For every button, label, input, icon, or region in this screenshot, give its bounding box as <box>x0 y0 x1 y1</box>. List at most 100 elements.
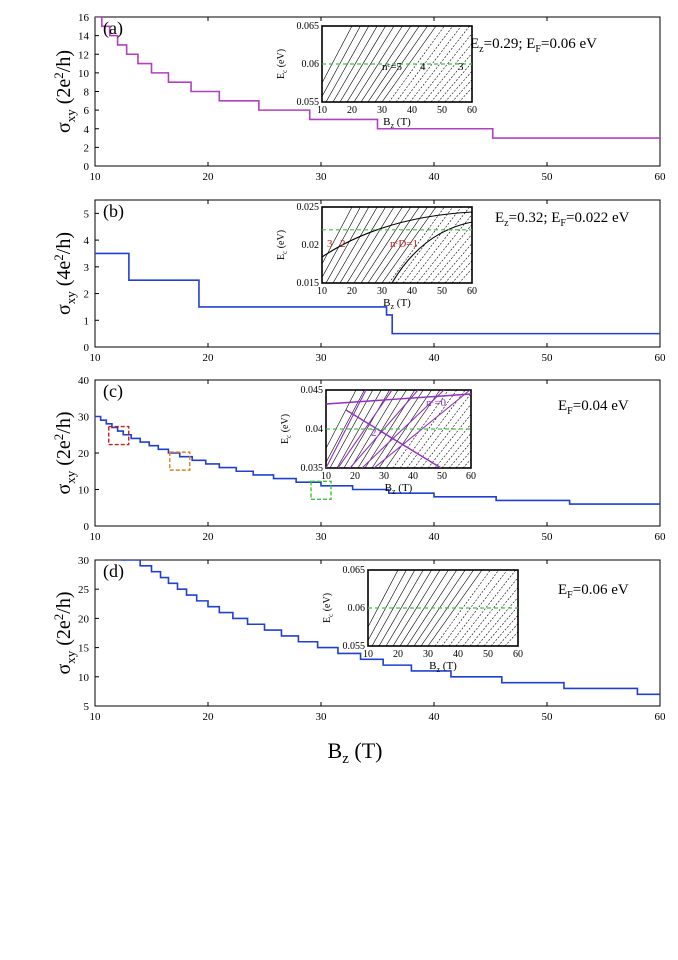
inset-x-tick-label: 30 <box>379 471 389 482</box>
x-tick-label: 20 <box>203 711 215 723</box>
inset-x-label-sub: z <box>392 487 396 496</box>
inset-y-label-main: E <box>276 254 287 260</box>
inset-x-tick-label: 20 <box>350 471 360 482</box>
inset-x-label-main: B <box>383 297 390 309</box>
inset-y-tick-label: 0.065 <box>343 565 366 576</box>
inset-level-line <box>378 570 424 646</box>
x-tick-label: 20 <box>203 531 215 543</box>
inset-x-label: Bz (T) <box>383 297 411 311</box>
annotation-text: E <box>558 398 567 414</box>
inset-level-line <box>423 224 472 283</box>
x-tick-label: 10 <box>90 711 102 723</box>
inset-y-tick-label: 0.045 <box>301 385 324 396</box>
inset-level-line <box>325 207 370 283</box>
inset-level-line <box>374 207 428 283</box>
x-tick-label: 40 <box>429 711 441 723</box>
x-tick-label: 10 <box>90 352 102 364</box>
x-tick-label: 40 <box>429 171 441 183</box>
x-tick-label: 50 <box>542 352 554 364</box>
inset-y-tick-label: 0.065 <box>297 21 320 32</box>
y-axis-label: σxy (2e2/h) <box>51 50 78 133</box>
inset-x-label: Bz (T) <box>383 116 411 130</box>
inset-level-label: 3 <box>327 238 333 250</box>
inset-x-label-main: B <box>429 660 436 672</box>
inset-level-line <box>346 26 395 102</box>
inset-y-label: Ec (eV) <box>322 593 335 623</box>
inset-y-label-main: E <box>276 73 287 79</box>
y-axis-label-sub: xy <box>63 109 78 123</box>
inset-x-tick-label: 10 <box>321 471 331 482</box>
inset-x-label-unit: (T) <box>394 116 411 128</box>
y-tick-label: 20 <box>78 448 90 460</box>
y-tick-label: 10 <box>78 672 90 684</box>
annotation-text: E <box>558 582 567 598</box>
x-tick-label: 60 <box>655 171 667 183</box>
inset-level-label: nᶜD=1 <box>390 238 418 250</box>
inset-y-label-main: E <box>322 617 333 623</box>
inset-level-line <box>350 390 399 468</box>
inset-x-tick-label: 60 <box>467 286 477 297</box>
highlight-box <box>310 480 332 501</box>
plot-frame <box>94 199 661 348</box>
inset-level-label: 4 <box>420 61 426 73</box>
inset-y-label: Ec (eV) <box>276 230 289 260</box>
inset-level-line <box>322 207 361 279</box>
inset-level-line <box>332 26 378 102</box>
y-axis-label: σxy (2e2/h) <box>51 591 78 674</box>
inset-x-label-sub: z <box>390 302 394 311</box>
inset-x-label-unit: (T) <box>396 482 413 494</box>
y-axis-label-sigma: σ <box>53 664 75 675</box>
inset-level-line <box>420 403 471 468</box>
annotation: Ez=0.29; EF=0.06 eV <box>470 36 597 55</box>
inset-b: 10 20 30 40 50 60 0.015 0.02 0.025 Bz (T) Ec (eV) 3… <box>276 202 477 311</box>
series-line <box>95 415 660 505</box>
x-tick-label: 20 <box>203 352 215 364</box>
y-tick-label: 14 <box>78 31 90 43</box>
x-axis-label: Bz (T) <box>328 738 383 767</box>
y-tick-label: 25 <box>78 584 90 596</box>
inset-x-label-main: B <box>385 482 392 494</box>
inset-level-line-d <box>326 393 471 405</box>
x-tick-label: 20 <box>203 171 215 183</box>
inset-level-line-d <box>345 409 442 468</box>
inset-level-line-d <box>373 390 471 468</box>
inset-y-label-sub: c <box>285 435 293 438</box>
inset-level-line <box>360 207 412 283</box>
y-tick-label: 2 <box>84 142 90 154</box>
y-axis-label-sup: 2 <box>51 614 66 621</box>
inset-y-label: Ec (eV) <box>280 414 293 444</box>
inset-level-label: 2 <box>340 238 346 250</box>
x-tick-label: 60 <box>655 352 667 364</box>
inset-y-tick-label: 0.025 <box>297 202 320 213</box>
inset-level-line-d <box>326 390 367 468</box>
inset-x-tick-label: 10 <box>317 105 327 116</box>
inset-y-tick-label: 0.04 <box>306 424 324 435</box>
y-tick-label: 16 <box>78 12 90 24</box>
inset-level-line <box>371 570 416 646</box>
inset-level-line <box>402 26 462 102</box>
x-tick-label: 10 <box>90 171 102 183</box>
inset-y-label-main: E <box>280 438 291 444</box>
annotation-text: =0.06 eV <box>541 36 597 52</box>
inset-level-line <box>462 576 518 646</box>
x-tick-label: 60 <box>655 711 667 723</box>
inset-x-label: Bz (T) <box>429 660 457 674</box>
inset-level-label: nᶜ=0 <box>426 397 447 409</box>
inset-y-tick-label: 0.02 <box>302 240 320 251</box>
y-axis-label-sigma: σ <box>53 484 75 495</box>
y-axis-label-unit: (2e <box>53 440 75 471</box>
annotation: EF=0.06 eV <box>558 582 629 601</box>
y-tick-label: 20 <box>78 613 90 625</box>
annotation-text: =0.022 eV <box>566 210 630 226</box>
inset-x-tick-label: 60 <box>513 649 523 660</box>
panel-label: (d) <box>103 561 124 582</box>
inset-level-line <box>385 570 432 646</box>
y-axis-label-unit: (2e <box>53 79 75 110</box>
y-tick-label: 6 <box>84 105 90 117</box>
inset-level-line <box>462 458 471 468</box>
y-tick-label: 10 <box>78 68 90 80</box>
annotation-text: =0.06 eV <box>573 582 629 598</box>
